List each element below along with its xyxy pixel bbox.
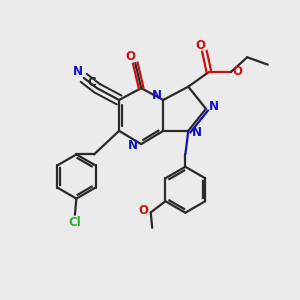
Text: O: O: [126, 50, 136, 63]
Text: O: O: [138, 205, 148, 218]
Text: O: O: [195, 39, 205, 52]
Text: O: O: [232, 65, 242, 79]
Text: C: C: [87, 76, 96, 89]
Text: N: N: [191, 126, 202, 139]
Text: N: N: [73, 65, 83, 79]
Text: N: N: [209, 100, 219, 113]
Text: N: N: [128, 139, 138, 152]
Text: Cl: Cl: [68, 216, 81, 229]
Text: N: N: [152, 89, 162, 102]
